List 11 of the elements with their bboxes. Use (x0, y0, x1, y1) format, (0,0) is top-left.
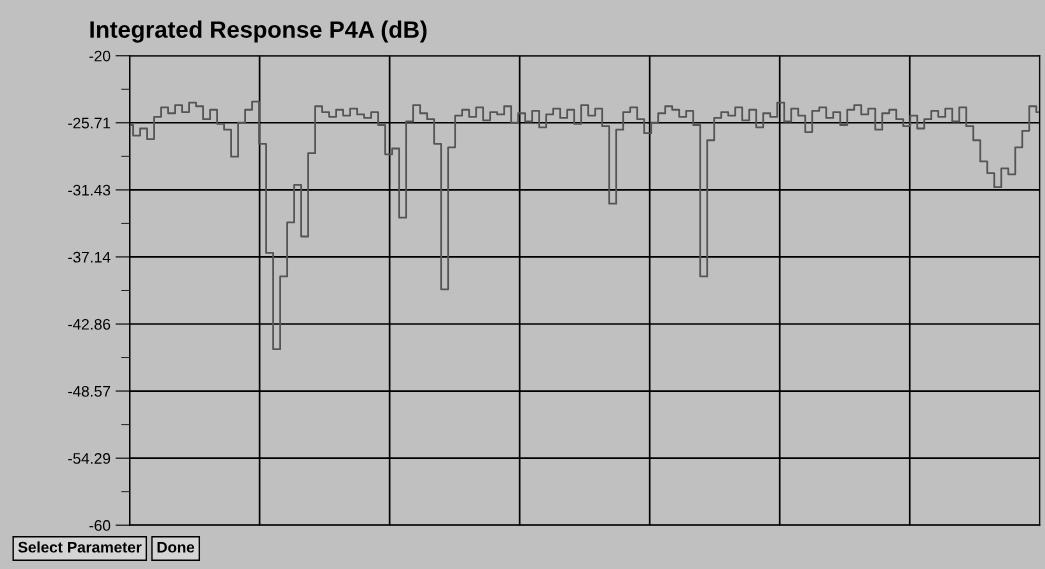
y-tick-label: -42.86 (68, 318, 111, 330)
y-tick-label: -25.71 (68, 117, 111, 129)
y-tick-label: -48.57 (68, 385, 111, 397)
y-tick-label: -37.14 (68, 251, 111, 263)
y-tick-label: -20 (89, 50, 111, 62)
text: Done (157, 541, 195, 553)
y-tick-label: -60 (89, 520, 111, 531)
chart-title: Integrated Response P4A (dB) (90, 20, 427, 43)
y-tick-label: -31.43 (68, 184, 111, 196)
text: Select Parameter (18, 541, 142, 553)
y-tick-label: -54.29 (68, 453, 111, 464)
